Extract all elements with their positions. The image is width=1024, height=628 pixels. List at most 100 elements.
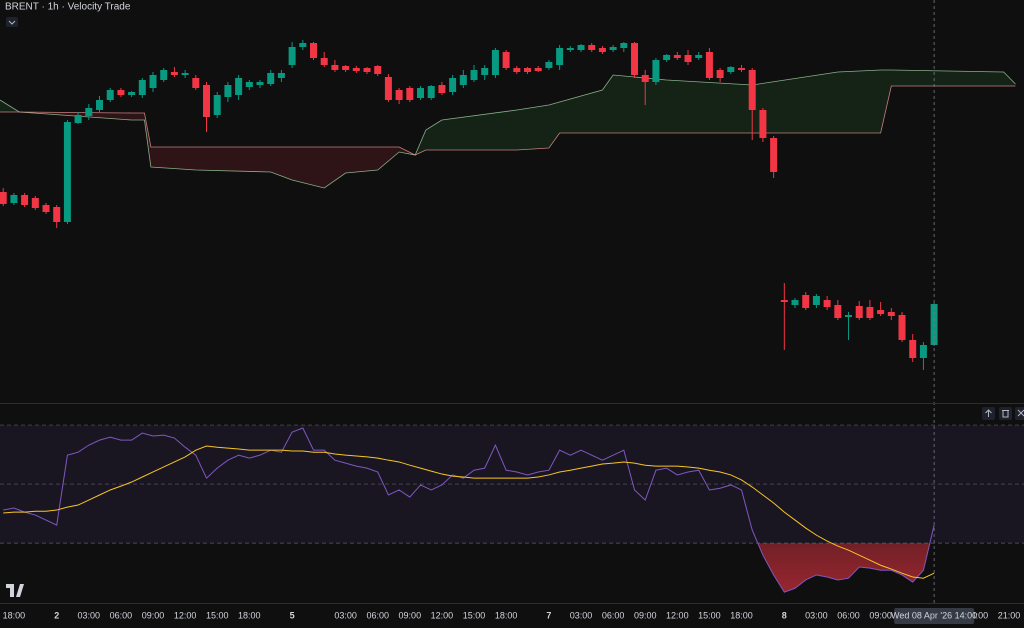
x-tick-label: 09:00: [869, 610, 892, 620]
x-tick-label: 2: [54, 610, 59, 620]
cloud-fill: [324, 147, 346, 188]
cloud-fill: [270, 147, 293, 180]
candle-body: [406, 88, 414, 100]
x-tick-label: 09:00: [142, 610, 165, 620]
signal-line: [3, 445, 935, 579]
candle-body: [310, 43, 318, 58]
x-tick-label: 21:00: [998, 610, 1021, 620]
x-tick-label: 03:00: [78, 610, 101, 620]
candle-body: [919, 345, 927, 358]
candle-body: [823, 300, 831, 307]
cloud-fill: [837, 70, 881, 133]
cloud-fill: [880, 70, 892, 133]
x-tick-label: 06:00: [837, 610, 860, 620]
collapse-button[interactable]: [6, 17, 18, 27]
candle-body: [866, 307, 874, 318]
cloud-fill: [345, 147, 378, 173]
crosshair-label: Wed 08 Apr '26 14:00: [891, 610, 977, 620]
candle-body: [63, 122, 71, 222]
candle-body: [342, 66, 350, 70]
candle-body: [909, 340, 917, 358]
candle-body: [106, 90, 114, 100]
x-tick-label: 12:00: [174, 610, 197, 620]
x-tick-label: 18:00: [3, 610, 26, 620]
cloud-fill: [131, 113, 145, 120]
candle-body: [320, 58, 328, 65]
close-button[interactable]: [1015, 407, 1024, 420]
cloud-fill: [891, 70, 1004, 86]
candle-body: [566, 48, 574, 50]
candle-body: [21, 195, 29, 205]
close-icon: [1017, 409, 1024, 417]
candle-body: [802, 295, 810, 308]
candle-body: [684, 55, 692, 62]
delete-button[interactable]: [999, 407, 1012, 420]
candle-body: [374, 66, 382, 74]
candle-body: [203, 85, 211, 117]
candle-body: [502, 52, 510, 68]
x-tick-label: 15:00: [206, 610, 229, 620]
candle-body: [855, 306, 863, 318]
candle-body: [235, 78, 243, 95]
x-tick-label: 7: [546, 610, 551, 620]
x-tick-label: 18:00: [730, 610, 753, 620]
candle-body: [42, 205, 50, 212]
candle-body: [117, 90, 125, 95]
candle-body: [181, 73, 189, 75]
candle-body: [224, 85, 232, 97]
candle-body: [598, 48, 606, 52]
candle-body: [481, 68, 489, 75]
x-tick-label: 06:00: [602, 610, 625, 620]
oscillator-line: [3, 427, 935, 593]
x-tick-label: 09:00: [634, 610, 657, 620]
candle-body: [384, 77, 392, 100]
cloud-fill: [195, 147, 271, 172]
crosshair-label-bg: [894, 608, 975, 624]
candle-body: [491, 50, 499, 75]
candle-body: [791, 300, 799, 305]
candle-body: [887, 312, 895, 316]
candle-body: [128, 92, 136, 95]
candle-body: [780, 300, 788, 302]
candle-body: [748, 70, 756, 110]
candle-body: [877, 310, 885, 314]
candle-body: [459, 75, 467, 85]
candle-body: [363, 68, 371, 72]
move-up-icon: [985, 409, 992, 417]
candle-body: [160, 70, 168, 80]
cloud-fill: [150, 147, 196, 170]
candle-body: [470, 70, 478, 80]
candle-body: [609, 47, 617, 50]
x-tick-label: 06:00: [110, 610, 133, 620]
x-tick-label: 18:00: [966, 610, 989, 620]
candle-body: [10, 195, 18, 203]
x-tick-label: 5: [290, 610, 295, 620]
x-tick-label: 12:00: [431, 610, 454, 620]
candle-body: [524, 68, 532, 72]
candle-body: [663, 55, 671, 60]
cloud-fill: [752, 72, 838, 133]
candle-body: [898, 315, 906, 340]
candle-body: [299, 43, 307, 47]
candle-body: [395, 90, 403, 100]
candle-body: [673, 55, 681, 58]
candle-body: [288, 47, 296, 65]
candle-body: [534, 68, 542, 71]
candle-body: [513, 68, 521, 72]
x-tick-label: 18:00: [238, 610, 261, 620]
candle-body: [170, 72, 178, 75]
x-tick-label: 18:00: [495, 610, 518, 620]
chart-title: BRENT · 1h · Velocity Trade: [5, 2, 131, 13]
x-tick-label: 03:00: [570, 610, 593, 620]
x-tick-label: 03:00: [334, 610, 357, 620]
cloud-span-a: [0, 69, 1016, 189]
candle-body: [31, 198, 39, 208]
cloud-fill: [602, 75, 614, 133]
cloud-fill: [441, 110, 517, 150]
candle-body: [705, 52, 713, 78]
candle-body: [138, 80, 146, 95]
collapse-icon: [8, 20, 16, 25]
candle-body: [588, 45, 596, 50]
